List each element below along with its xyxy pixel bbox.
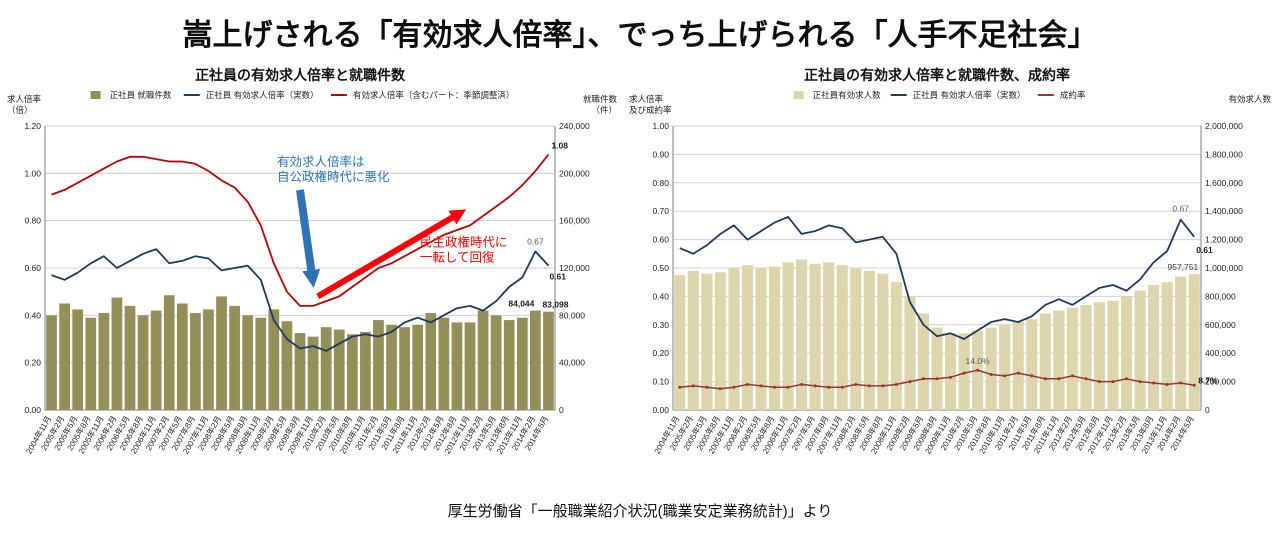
annotation-arrow — [296, 189, 321, 288]
svg-text:正社員 有効求人倍率（実数）: 正社員 有効求人倍率（実数） — [206, 90, 319, 100]
svg-text:0.80: 0.80 — [652, 178, 669, 188]
svg-text:1,600,000: 1,600,000 — [1205, 178, 1243, 188]
svg-text:0.30: 0.30 — [652, 320, 669, 330]
svg-text:0.67: 0.67 — [1172, 204, 1189, 214]
line-series-1 — [679, 215, 1195, 340]
point-labels: 0.67 0.61 957,751 14.0% 8.7% — [966, 204, 1218, 386]
svg-text:0.67: 0.67 — [527, 236, 544, 246]
svg-text:200,000: 200,000 — [559, 168, 590, 178]
svg-text:8.7%: 8.7% — [1198, 375, 1218, 385]
svg-text:1.20: 1.20 — [24, 121, 41, 131]
svg-text:0.60: 0.60 — [24, 263, 41, 273]
svg-text:成約率: 成約率 — [1060, 90, 1086, 100]
source-caption: 厚生労働省「一般職業紹介状況(職業安定業務統計)」より — [447, 503, 833, 520]
svg-text:0.50: 0.50 — [652, 263, 669, 273]
line-series-1 — [51, 248, 550, 352]
svg-text:0.20: 0.20 — [652, 348, 669, 358]
svg-text:14.0%: 14.0% — [966, 356, 991, 366]
svg-text:40,000: 40,000 — [559, 358, 585, 368]
left-axis-ticks: 0.00 0.10 0.20 0.30 0.40 0.50 0.60 0.70 0.80 0.90… — [652, 121, 669, 415]
svg-text:正社員有効求人数: 正社員有効求人数 — [813, 90, 882, 100]
svg-text:600,000: 600,000 — [1205, 320, 1236, 330]
svg-text:0: 0 — [1205, 405, 1210, 415]
right-axis-ticks: 0 200,000 400,000 600,000 800,000 1,000,000 1,… — [1205, 121, 1243, 415]
svg-text:400,000: 400,000 — [1205, 348, 1236, 358]
svg-text:0.00: 0.00 — [24, 405, 41, 415]
svg-text:1.00: 1.00 — [24, 168, 41, 178]
svg-text:有効求人倍率は: 有効求人倍率は — [277, 154, 365, 169]
right-axis-ticks: 0 40,000 80,000 120,000 160,000 200,000 240,00… — [559, 121, 590, 415]
chart-title: 正社員の有効求人倍率と就職件数 — [195, 67, 406, 83]
svg-text:0.40: 0.40 — [24, 310, 41, 320]
svg-text:800,000: 800,000 — [1205, 291, 1236, 301]
svg-text:1,200,000: 1,200,000 — [1205, 235, 1243, 245]
charts-row: 0.00 0.20 0.40 0.60 0.80 1.00 1.20 0 40,000 80,00… — [0, 58, 1280, 490]
legend: 正社員 就職件数 正社員 有効求人倍率（実数） 有効求人倍率（含むパート：季節調整済… — [90, 90, 515, 100]
left-chart-employment-placements: 0.00 0.20 0.40 0.60 0.80 1.00 1.20 0 40,000 80,00… — [7, 67, 617, 455]
svg-text:0.61: 0.61 — [549, 272, 566, 282]
legend: 正社員有効求人数 正社員 有効求人倍率（実数） 成約率 — [793, 90, 1086, 100]
bar-series-0 — [46, 295, 554, 410]
svg-text:84,044: 84,044 — [508, 299, 534, 309]
svg-text:就職件数: 就職件数 — [583, 94, 618, 104]
svg-text:0.40: 0.40 — [652, 291, 669, 301]
point-labels: 1.08 0.67 0.61 84,044 83,098 — [508, 140, 568, 309]
svg-text:0.70: 0.70 — [652, 206, 669, 216]
svg-text:正社員 有効求人倍率（実数）: 正社員 有効求人倍率（実数） — [913, 90, 1026, 100]
svg-text:1,000,000: 1,000,000 — [1205, 263, 1243, 273]
svg-text:240,000: 240,000 — [559, 121, 590, 131]
svg-text:1,800,000: 1,800,000 — [1205, 149, 1243, 159]
svg-text:自公政権時代に悪化: 自公政権時代に悪化 — [277, 169, 390, 184]
line-series-2 — [678, 368, 1196, 391]
page: 嵩上げされる「有効求人倍率」、でっち上げられる「人手不足社会」 0.00 0.20… — [0, 10, 1280, 521]
svg-text:0.90: 0.90 — [652, 149, 669, 159]
x-axis-labels: 2004年11月2005年2月2005年5月2005年8月2005年11月200… — [652, 414, 1196, 455]
svg-text:正社員 就職件数: 正社員 就職件数 — [110, 90, 172, 100]
svg-text:求人倍率: 求人倍率 — [7, 94, 42, 104]
svg-text:0.10: 0.10 — [652, 377, 669, 387]
svg-text:有効求人数: 有効求人数 — [1228, 94, 1271, 104]
svg-text:0.00: 0.00 — [652, 405, 669, 415]
bar-series-0 — [674, 259, 1200, 410]
svg-text:（倍）: （倍） — [7, 105, 33, 115]
chart-title: 正社員の有効求人倍率と就職件数、成約率 — [804, 67, 1070, 83]
svg-text:957,751: 957,751 — [1167, 262, 1198, 272]
svg-text:200,000: 200,000 — [1205, 377, 1236, 387]
svg-text:0.61: 0.61 — [1196, 245, 1213, 255]
svg-text:有効求人倍率（含むパート：季節調整済）: 有効求人倍率（含むパート：季節調整済） — [353, 90, 515, 100]
page-title: 嵩上げされる「有効求人倍率」、でっち上げられる「人手不足社会」 — [182, 19, 1098, 52]
svg-text:80,000: 80,000 — [559, 310, 585, 320]
svg-text:0.80: 0.80 — [24, 216, 41, 226]
svg-text:0.20: 0.20 — [24, 358, 41, 368]
svg-text:2,000,000: 2,000,000 — [1205, 121, 1243, 131]
svg-text:120,000: 120,000 — [559, 263, 590, 273]
svg-text:一転して回復: 一転して回復 — [420, 250, 495, 265]
svg-text:1.08: 1.08 — [551, 140, 568, 150]
svg-text:求人倍率: 求人倍率 — [629, 94, 664, 104]
line-series-2 — [51, 153, 550, 307]
annotation-arrow — [316, 209, 467, 299]
svg-text:（件）: （件） — [591, 105, 617, 115]
svg-text:民主政権時代に: 民主政権時代に — [420, 235, 508, 250]
svg-text:及び成約率: 及び成約率 — [629, 105, 672, 115]
svg-text:0.60: 0.60 — [652, 235, 669, 245]
svg-text:1,400,000: 1,400,000 — [1205, 206, 1243, 216]
right-chart-openings-contract-rate: 0.00 0.10 0.20 0.30 0.40 0.50 0.60 0.70 0.80 0.90… — [629, 67, 1271, 455]
svg-text:83,098: 83,098 — [542, 300, 568, 310]
svg-text:160,000: 160,000 — [559, 216, 590, 226]
axis-titles: 求人倍率（倍） 就職件数（件） — [7, 94, 617, 115]
x-axis-labels: 2004年11月2005年2月2005年5月2005年8月2005年11月200… — [24, 414, 551, 455]
left-axis-ticks: 0.00 0.20 0.40 0.60 0.80 1.00 1.20 — [24, 121, 41, 415]
svg-text:0: 0 — [559, 405, 564, 415]
svg-text:1.00: 1.00 — [652, 121, 669, 131]
